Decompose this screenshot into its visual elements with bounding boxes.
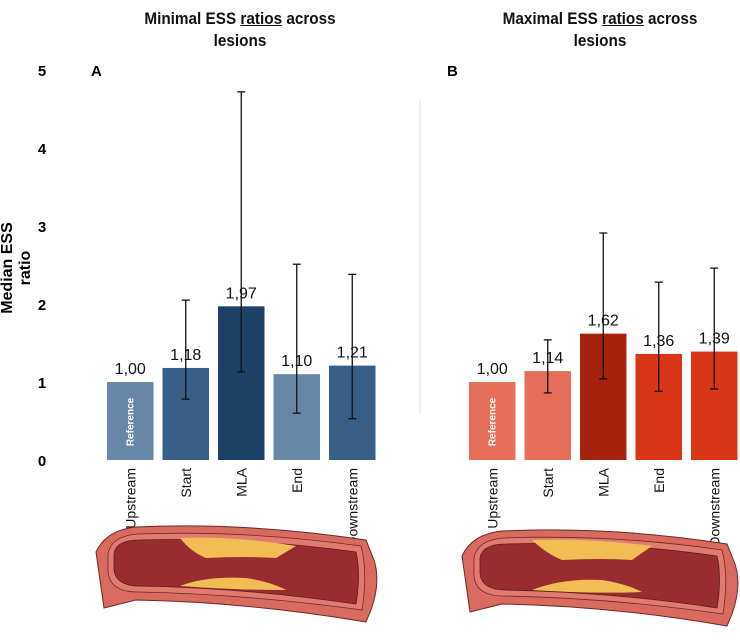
- panel-label-a: A: [91, 63, 102, 80]
- title-b-part: across lesions: [573, 9, 698, 50]
- chart-b: 1,00ReferenceUpstream1,14Start1,62MLA1,3…: [469, 232, 738, 547]
- x-tick-label: Upstream: [484, 468, 500, 529]
- y-tick-label: 5: [38, 63, 46, 80]
- y-tick-label: 1: [38, 375, 46, 392]
- x-tick-label: End: [651, 468, 667, 493]
- data-label: 1,00: [115, 361, 146, 378]
- bar-upstream: [469, 382, 516, 460]
- x-tick-label: Upstream: [122, 468, 138, 529]
- chart-a-title: Minimal ESS ratios across lesions: [123, 8, 357, 52]
- y-tick-label: 2: [38, 297, 46, 314]
- x-tick-label: MLA: [233, 467, 249, 496]
- y-tick-label: 3: [38, 219, 46, 236]
- y-tick-label: 0: [38, 453, 46, 470]
- bar-upstream: [107, 382, 154, 460]
- reference-label: Reference: [487, 397, 498, 446]
- x-tick-label: Start: [540, 468, 556, 498]
- chart-b-title: Maximal ESS ratios across lesions: [483, 8, 717, 52]
- panel-label-b: B: [447, 63, 458, 80]
- chart-a: 1,00ReferenceUpstream1,18Start1,97MLA1,1…: [107, 91, 376, 547]
- vessel-illustration-a: [95, 525, 378, 623]
- reference-label: Reference: [125, 397, 136, 446]
- x-tick-label: MLA: [595, 467, 611, 496]
- y-tick-label: 4: [38, 141, 47, 158]
- title-b-underlined: ratios: [602, 9, 644, 28]
- x-tick-label: Downstream: [344, 468, 360, 547]
- x-tick-label: End: [289, 468, 305, 493]
- x-tick-label: Start: [178, 468, 194, 498]
- title-a-part: Minimal ESS: [144, 9, 241, 28]
- title-a-part: across lesions: [213, 9, 336, 50]
- vessel-illustration-b: [461, 529, 739, 627]
- title-a-underlined: ratios: [240, 9, 283, 28]
- y-axis: 0 1 2 3 4 5: [38, 63, 47, 470]
- title-b-part: Maximal ESS: [502, 9, 603, 28]
- data-label: 1,00: [477, 361, 508, 378]
- x-tick-label: Downstream: [706, 468, 722, 547]
